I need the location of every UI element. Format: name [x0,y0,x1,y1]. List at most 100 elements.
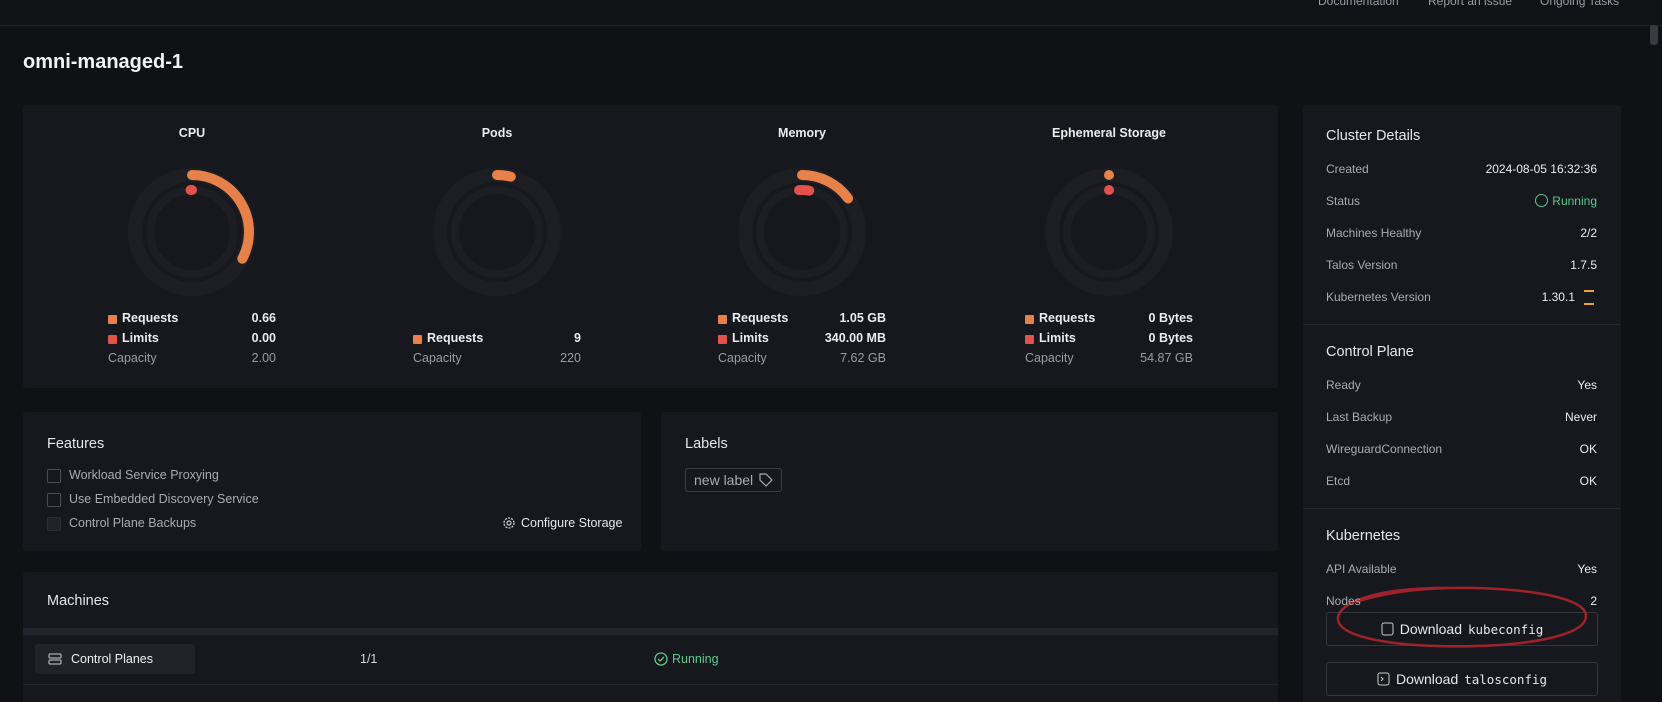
feature-checkbox[interactable] [47,469,61,483]
detail-label: Talos Version [1326,258,1398,272]
requests-swatch [1025,315,1034,324]
requests-arc [187,170,254,264]
usage-value: 220 [560,351,581,365]
usage-value: 9 [574,331,581,345]
control-planes-status: Running [672,652,719,666]
gauge-title: Ephemeral Storage [1052,126,1166,140]
limits-arc [794,185,815,196]
file-icon [1381,622,1394,636]
usage-value: 0 Bytes [1148,331,1193,345]
gauge-title: Memory [778,126,826,140]
section-title: Kubernetes [1326,528,1401,544]
detail-value: 1.30.1 [1541,290,1575,304]
detail-label: Kubernetes Version [1326,290,1431,304]
features-panel [23,412,641,551]
usage-label: Capacity [1025,351,1074,365]
upgrade-icon[interactable] [1584,290,1594,305]
configure-storage[interactable]: Configure Storage [502,516,622,530]
check-icon [654,652,668,666]
requests-swatch [718,315,727,324]
limits-swatch [1025,335,1034,344]
gauge-title: CPU [178,126,206,140]
detail-value: 2024-08-05 16:32:36 [1485,162,1597,176]
requests-arc [492,170,516,182]
usage-label: Requests [122,311,179,325]
usage-label: Requests [732,311,789,325]
section-title: Cluster Details [1326,128,1421,144]
configure-storage-label: Configure Storage [521,516,623,530]
download-kubeconfig-label: Download [1399,621,1462,637]
usage-value: 340.00 MB [824,331,886,345]
requests-arc [797,170,854,204]
detail-label: Machines Healthy [1326,226,1422,240]
detail-value: OK [1579,474,1597,488]
usage-label: Capacity [718,351,767,365]
feature-checkbox[interactable] [47,493,61,507]
row-divider [23,684,1278,685]
usage-value: 1.05 GB [839,311,886,325]
usage-label: Limits [122,331,159,345]
detail-label: WireguardConnection [1326,442,1443,456]
usage-label: Requests [427,331,484,345]
detail-value: 1.7.5 [1570,258,1597,272]
machines-title: Machines [47,593,110,609]
check-icon [1535,194,1548,207]
usage-value: 54.87 GB [1140,351,1193,365]
control-planes-chip[interactable] [35,644,195,674]
labels-title: Labels [685,436,728,452]
scrollbar [1650,25,1658,45]
tag-icon [759,473,774,487]
machines-divider [23,628,1278,635]
usage-value: 0.66 [251,311,276,325]
feature-checkbox[interactable] [47,517,61,531]
usage-label: Limits [732,331,769,345]
gauge-inner-track [756,186,848,278]
gauge-inner-track [1063,186,1155,278]
download-talosconfig-label: Download [1395,671,1459,687]
control-planes-name: Control Planes [71,652,153,666]
gauges [128,168,1173,296]
usage-label: Requests [1039,311,1096,325]
gear-icon [503,517,515,529]
usage-label: Capacity [108,351,157,365]
feature-label: Control Plane Backups [69,516,197,530]
detail-value: OK [1579,442,1597,456]
detail-label: Ready [1326,378,1361,392]
detail-label: Last Backup [1326,410,1393,424]
top-bar [0,0,1662,26]
limits-swatch [108,335,117,344]
gauge-inner-track [146,186,238,278]
detail-value: 2 [1590,594,1597,608]
docs-link[interactable]: Documentation [1318,0,1399,8]
detail-value: Yes [1577,378,1597,392]
usage-value: 7.62 GB [840,351,886,365]
terminal-icon [1377,672,1390,686]
usage-value: 2.00 [251,351,276,365]
features-title: Features [47,436,105,452]
tasks-link[interactable]: Ongoing Tasks [1540,0,1620,8]
detail-label: Etcd [1326,474,1351,488]
report-link[interactable]: Report an issue [1428,0,1513,8]
detail-value: 2/2 [1580,226,1597,240]
download-talosconfig-code: talosconfig [1464,671,1548,687]
usage-label: Limits [1039,331,1076,345]
requests-swatch [413,335,422,344]
gauge-title: Pods [481,126,513,140]
detail-value: Never [1564,410,1597,424]
download-kubeconfig-code: kubeconfig [1468,621,1544,637]
new-label-button[interactable]: new label [685,468,783,492]
usage-label: Capacity [413,351,462,365]
limits-swatch [718,335,727,344]
detail-value: Yes [1577,562,1597,576]
download-kubeconfig[interactable]: Download kubeconfig [1326,612,1598,646]
gauge-inner-track [451,186,543,278]
detail-label: Status [1326,194,1361,208]
download-talosconfig[interactable]: Download talosconfig [1326,662,1598,696]
new-label-text: new label [694,472,754,488]
requests-swatch [108,315,117,324]
section-title: Control Plane [1326,344,1414,360]
sidebar-divider [1303,508,1621,509]
cluster-title: omni-managed-1 [23,51,184,73]
detail-label: Created [1326,162,1369,176]
